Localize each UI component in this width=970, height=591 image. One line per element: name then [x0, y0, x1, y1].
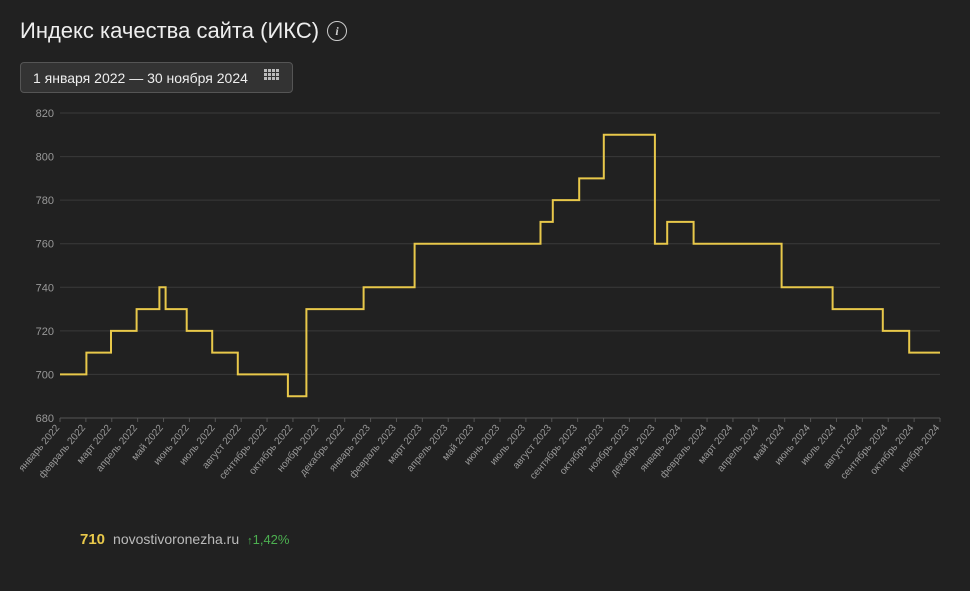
chart-legend: 710 novostivoronezha.ru ↑1,42% [80, 531, 950, 548]
svg-text:680: 680 [36, 413, 54, 425]
svg-text:700: 700 [36, 369, 54, 381]
date-range-label: 1 января 2022 — 30 ноября 2024 [33, 70, 248, 86]
calendar-icon [264, 69, 280, 86]
svg-text:740: 740 [36, 282, 54, 294]
panel-title: Индекс качества сайта (ИКС) [20, 18, 319, 44]
svg-text:820: 820 [36, 108, 54, 120]
svg-text:780: 780 [36, 195, 54, 207]
domain-label: novostivoronezha.ru [113, 531, 239, 547]
svg-text:декабрь 2022: декабрь 2022 [297, 422, 347, 478]
svg-text:800: 800 [36, 152, 54, 164]
chart-area: 680700720740760780800820январь 2022февра… [20, 103, 950, 523]
title-row: Индекс качества сайта (ИКС) i [20, 18, 950, 44]
date-range-selector[interactable]: 1 января 2022 — 30 ноября 2024 [20, 62, 293, 93]
change-value: ↑1,42% [247, 532, 289, 547]
info-icon[interactable]: i [327, 21, 347, 41]
chart-panel: Индекс качества сайта (ИКС) i 1 января 2… [0, 0, 970, 591]
current-value: 710 [80, 531, 105, 548]
line-chart: 680700720740760780800820январь 2022февра… [20, 103, 950, 523]
svg-text:декабрь 2023: декабрь 2023 [608, 422, 658, 478]
svg-text:720: 720 [36, 326, 54, 338]
svg-text:760: 760 [36, 239, 54, 251]
